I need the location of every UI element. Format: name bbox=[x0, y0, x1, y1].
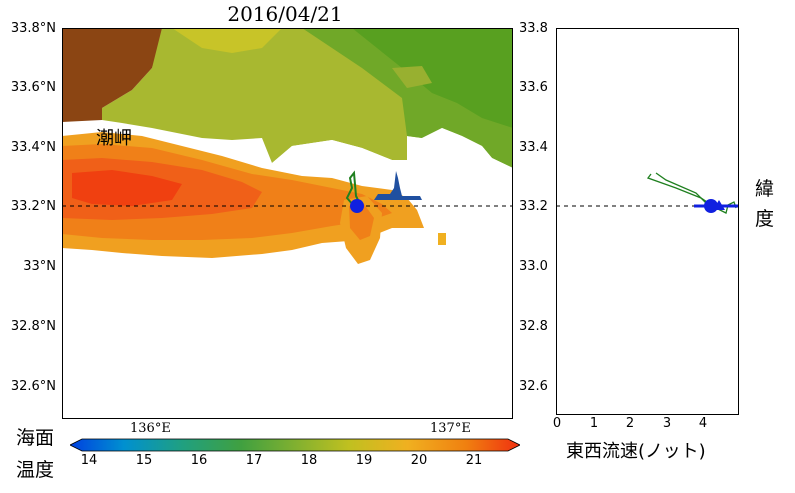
side-lat-tick-33-8: 33.8 bbox=[519, 21, 548, 36]
colorbar-tick-18: 18 bbox=[300, 453, 318, 468]
side-x-tick-4: 4 bbox=[698, 416, 708, 431]
colorbar bbox=[70, 438, 520, 452]
lon-tick-136: 136°E bbox=[130, 421, 171, 436]
side-x-axis-label: 東西流速(ノット) bbox=[566, 441, 706, 462]
colorbar-tick-15: 15 bbox=[135, 453, 153, 468]
side-y-axis-label-line1: 緯 bbox=[755, 178, 775, 200]
side-x-tick-3: 3 bbox=[662, 416, 672, 431]
lon-tick-137: 137°E bbox=[430, 421, 471, 436]
side-lat-tick-33-2: 33.2 bbox=[519, 199, 548, 214]
colorbar-tick-14: 14 bbox=[80, 453, 98, 468]
side-x-tick-0: 0 bbox=[552, 416, 562, 431]
colorbar-tick-17: 17 bbox=[245, 453, 263, 468]
side-y-axis-label-line2: 度 bbox=[755, 208, 775, 230]
side-lat-tick-32-6: 32.6 bbox=[519, 379, 548, 394]
colorbar-tick-16: 16 bbox=[190, 453, 208, 468]
side-x-tick-1: 1 bbox=[589, 416, 599, 431]
map-date-title: 2016/04/21 bbox=[227, 2, 343, 26]
colorbar-title-line1: 海面 bbox=[16, 427, 55, 449]
sea-temperature-map bbox=[62, 28, 513, 419]
colorbar-tick-20: 20 bbox=[410, 453, 428, 468]
side-lat-tick-33-6: 33.6 bbox=[519, 80, 548, 95]
lat-tick-33-4: 33.4°N bbox=[10, 140, 56, 155]
lat-tick-33-6: 33.6°N bbox=[10, 80, 56, 95]
side-lat-tick-33-0: 33.0 bbox=[519, 259, 548, 274]
colorbar-tick-21: 21 bbox=[465, 453, 483, 468]
place-label-shionomisaki: 潮岬 bbox=[96, 128, 132, 149]
lat-tick-32-6: 32.6°N bbox=[10, 379, 56, 394]
lat-tick-33-0: 33°N bbox=[23, 259, 56, 274]
colorbar-title-line2: 温度 bbox=[16, 459, 55, 481]
colorbar-tick-19: 19 bbox=[355, 453, 373, 468]
current-speed-plot bbox=[556, 28, 739, 415]
lat-tick-33-8: 33.8°N bbox=[10, 21, 56, 36]
side-lat-tick-33-4: 33.4 bbox=[519, 140, 548, 155]
lat-tick-32-8: 32.8°N bbox=[10, 319, 56, 334]
side-x-tick-2: 2 bbox=[625, 416, 635, 431]
side-lat-tick-32-8: 32.8 bbox=[519, 319, 548, 334]
lat-tick-33-2: 33.2°N bbox=[10, 199, 56, 214]
